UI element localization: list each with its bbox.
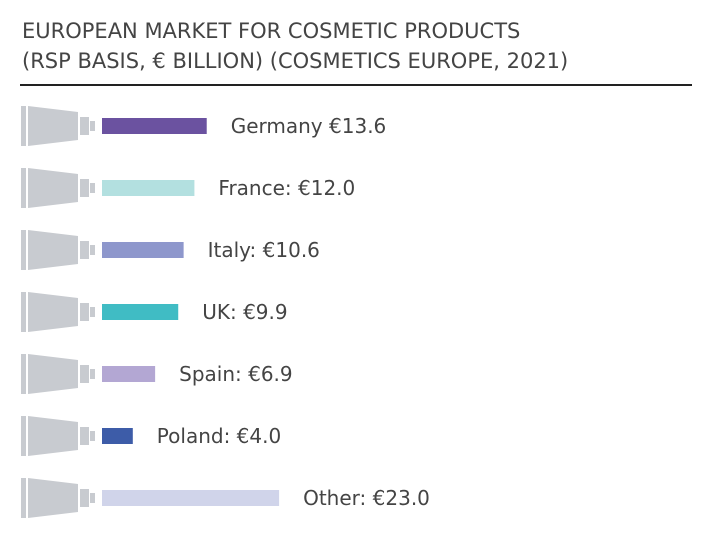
bar-label: France: €12.0 [218,176,355,200]
category-label: Other: [303,486,366,510]
tube-nib [90,245,95,255]
bar [102,428,133,444]
tube-cap [21,106,26,146]
value-label: €4.0 [237,424,282,448]
bar-label: Germany €13.6 [231,114,387,138]
value-label: €9.9 [243,300,288,324]
tube-body [28,354,78,394]
tube-nib [90,307,95,317]
tube-nib [90,431,95,441]
tube-nib [90,369,95,379]
tube-nib [90,493,95,503]
tube-body [28,168,78,208]
tube-nib [90,121,95,131]
tube-icon [21,478,95,518]
bar-label: Poland: €4.0 [157,424,281,448]
category-label: Italy: [208,238,257,262]
category-label: Germany [231,114,323,138]
value-label: €23.0 [373,486,430,510]
bar [102,118,207,134]
tube-icon [21,168,95,208]
tube-neck [80,179,89,197]
tube-body [28,106,78,146]
bar [102,242,184,258]
tube-icon [21,230,95,270]
tube-nib [90,183,95,193]
tube-neck [80,117,89,135]
bar [102,304,179,320]
tube-icon [21,354,95,394]
bar [102,490,280,506]
bar-label: Spain: €6.9 [179,362,293,386]
tube-cap [21,292,26,332]
category-label: France: [218,176,291,200]
tube-neck [80,303,89,321]
value-label: €13.6 [329,114,386,138]
bar [102,180,195,196]
category-label: Spain: [179,362,242,386]
tube-cap [21,230,26,270]
value-label: €12.0 [298,176,355,200]
tube-cap [21,416,26,456]
tube-cap [21,354,26,394]
tube-neck [80,241,89,259]
value-label: €6.9 [248,362,293,386]
bar [102,366,156,382]
value-label: €10.6 [263,238,320,262]
tube-icon [21,292,95,332]
tube-body [28,292,78,332]
tube-body [28,478,78,518]
tube-neck [80,489,89,507]
tube-neck [80,365,89,383]
tube-neck [80,427,89,445]
chart-title: EUROPEAN MARKET FOR COSMETIC PRODUCTS [22,19,520,43]
tube-body [28,416,78,456]
chart-subtitle: (RSP BASIS, € BILLION) (COSMETICS EUROPE… [22,49,568,73]
tube-icon [21,106,95,146]
tube-cap [21,168,26,208]
bar-label: UK: €9.9 [202,300,287,324]
tube-icon [21,416,95,456]
bar-label: Other: €23.0 [303,486,430,510]
tube-body [28,230,78,270]
category-label: Poland: [157,424,231,448]
category-label: UK: [202,300,237,324]
tube-cap [21,478,26,518]
bar-label: Italy: €10.6 [208,238,320,262]
